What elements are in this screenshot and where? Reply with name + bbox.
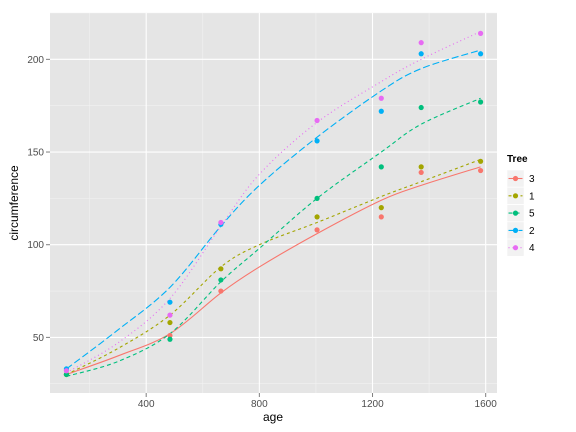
data-point-tree-2 [378, 108, 384, 114]
series-line-tree-3 [66, 166, 481, 375]
data-point-tree-1 [477, 158, 484, 164]
data-point-tree-5 [378, 164, 384, 170]
legend-label: 1 [529, 191, 535, 202]
data-point-tree-5 [314, 195, 320, 201]
legend-key-point [512, 193, 519, 199]
series-line-tree-2 [66, 49, 481, 370]
data-point-tree-3 [378, 214, 384, 220]
axis-ticks [46, 58, 487, 397]
data-point-tree-5 [63, 371, 70, 378]
x-axis-title: age [263, 410, 283, 424]
grid-minor [50, 12, 497, 393]
data-point-tree-3 [167, 332, 173, 339]
data-point-tree-4 [167, 312, 173, 318]
x-tick-label: 1600 [475, 399, 498, 410]
y-tick-label: 50 [33, 333, 45, 344]
data-point-tree-3 [218, 288, 224, 294]
data-point-tree-1 [378, 205, 384, 211]
series-line-tree-5 [66, 97, 481, 377]
data-point-tree-3 [418, 169, 424, 176]
data-point-tree-2 [167, 299, 173, 305]
x-tick-label: 1200 [361, 399, 384, 410]
legend-key-point [512, 227, 519, 233]
grid-major [50, 13, 497, 393]
legend-key-point [512, 175, 519, 182]
plot-panel [50, 13, 497, 393]
smooth-lines [66, 31, 481, 377]
legend-items: 3 1 5 2 4 [506, 169, 535, 257]
legend-title: Tree [507, 154, 528, 165]
data-point-tree-4 [418, 40, 424, 46]
x-tick-labels: 400 800 1200 1600 [138, 399, 497, 410]
data-point-tree-4 [477, 30, 484, 36]
data-point-tree-5 [218, 277, 224, 283]
series-line-tree-4 [66, 31, 481, 374]
legend-key-point [512, 245, 519, 251]
points [63, 30, 484, 378]
data-point-tree-5 [477, 99, 484, 105]
data-point-tree-4 [218, 219, 224, 226]
y-tick-label: 200 [27, 55, 44, 66]
data-point-tree-4 [378, 95, 384, 101]
data-point-tree-1 [314, 214, 320, 220]
data-point-tree-3 [314, 227, 320, 233]
x-tick-label: 400 [138, 399, 155, 410]
legend-label: 2 [529, 226, 535, 237]
data-point-tree-1 [167, 319, 173, 326]
data-point-tree-5 [418, 104, 424, 111]
data-point-tree-2 [314, 138, 320, 144]
data-point-tree-2 [418, 51, 424, 57]
data-point-tree-1 [418, 164, 424, 170]
y-axis-title: circumference [7, 165, 21, 241]
legend-label: 3 [529, 174, 535, 185]
data-point-tree-3 [477, 167, 484, 174]
x-tick-label: 800 [251, 399, 268, 410]
y-tick-label: 100 [27, 240, 44, 251]
y-tick-labels: 50 100 150 200 [27, 55, 44, 344]
series-line-tree-1 [66, 158, 481, 375]
legend-label: 5 [529, 209, 535, 220]
data-point-tree-4 [314, 117, 320, 124]
legend: Tree 3 1 5 2 4 [506, 154, 535, 257]
legend-key-point [512, 210, 519, 216]
data-point-tree-5 [167, 336, 173, 342]
data-point-tree-1 [218, 266, 224, 272]
legend-label: 4 [529, 243, 535, 254]
data-point-tree-2 [477, 51, 484, 57]
y-tick-label: 150 [27, 148, 44, 159]
data-point-tree-4 [63, 368, 70, 374]
